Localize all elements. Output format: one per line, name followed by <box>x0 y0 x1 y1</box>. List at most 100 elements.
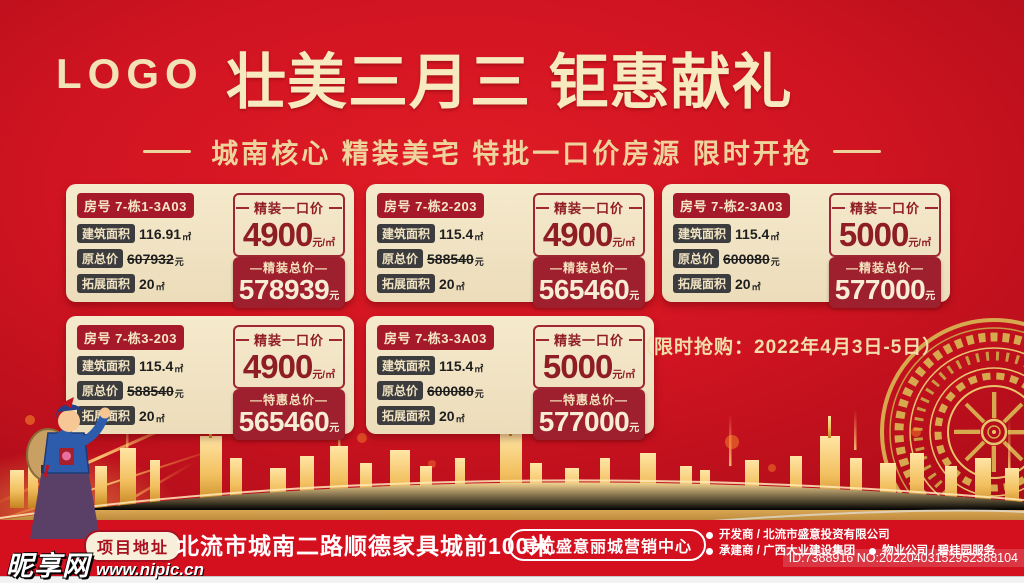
orig-price-row: 原总价 600080 元 <box>377 381 527 400</box>
property-text: 物业公司 / 碧桂园服务 <box>882 545 996 557</box>
expand-area-unit: ㎡ <box>455 282 465 292</box>
expand-area-value: 20 <box>139 407 155 424</box>
card-pricing: 精装一口价 4900元/㎡ —精装总价— 565460元 <box>533 193 645 308</box>
total-price-value: 577000 <box>538 406 630 437</box>
builder-property-row: 承建商 / 广西大业建设集团 物业公司 / 碧桂园服务 <box>706 544 995 558</box>
unit-price-title: 精装一口价 <box>535 198 643 217</box>
orig-price-row: 原总价 588540 元 <box>377 249 527 268</box>
price-card: 房号 7-栋2-203 建筑面积 115.4 ㎡ 原总价 588540 元 拓展… <box>366 184 654 308</box>
subtitle-left-line <box>143 150 192 153</box>
expand-area-value: 20 <box>439 407 455 424</box>
address-text: 北流市城南二路顺德家具城前100米 <box>176 533 554 559</box>
expand-area-row: 拓展面积 20 ㎡ <box>77 274 227 293</box>
expand-area-unit: ㎡ <box>455 414 465 424</box>
card-specs: 房号 7-栋1-3A03 建筑面积 116.91 ㎡ 原总价 607932 元 … <box>77 193 227 293</box>
unit-price-box: 精装一口价 4900元/㎡ <box>533 193 645 257</box>
unit-price-unit: 元/㎡ <box>312 370 336 381</box>
unit-price-unit: 元/㎡ <box>312 238 336 249</box>
orig-price-value: 600080 <box>427 382 474 399</box>
unit-price-title: 精装一口价 <box>535 330 643 349</box>
price-card: 房号 7-栋1-3A03 建筑面积 116.91 ㎡ 原总价 607932 元 … <box>66 184 354 308</box>
expand-area-label: 拓展面积 <box>77 274 136 293</box>
site-brand-logo: 昵享网 <box>6 551 90 581</box>
unit-price-box: 精装一口价 4900元/㎡ <box>233 193 345 257</box>
limited-time-note: （限时抢购：2022年4月3日-5日） <box>634 337 943 358</box>
logo-text: LOGO <box>56 50 204 97</box>
expand-area-row: 拓展面积 20 ㎡ <box>673 274 823 293</box>
area-row: 建筑面积 115.4 ㎡ <box>77 356 227 375</box>
total-price-unit: 元 <box>629 423 640 434</box>
expand-area-value: 20 <box>139 275 155 292</box>
orig-price-value: 588540 <box>427 250 474 267</box>
total-price-unit: 元 <box>925 291 936 302</box>
orig-price-unit: 元 <box>474 257 484 267</box>
orig-price-unit: 元 <box>174 389 184 399</box>
card-specs: 房号 7-栋3-3A03 建筑面积 115.4 ㎡ 原总价 600080 元 拓… <box>377 325 527 425</box>
area-label: 建筑面积 <box>77 356 136 375</box>
area-row: 建筑面积 115.4 ㎡ <box>673 224 823 243</box>
unit-price-unit: 元/㎡ <box>908 238 932 249</box>
expand-area-unit: ㎡ <box>751 282 761 292</box>
total-price-title: —特惠总价— <box>249 393 328 407</box>
address-label-badge: 项目地址 <box>84 530 183 562</box>
unit-price-value: 5000 <box>838 216 909 253</box>
area-unit: ㎡ <box>770 232 780 242</box>
orig-price-row: 原总价 607932 元 <box>77 249 227 268</box>
orig-price-value: 588540 <box>127 382 174 399</box>
total-price-box: —精装总价— 565460元 <box>533 257 645 308</box>
expand-area-row: 拓展面积 20 ㎡ <box>377 274 527 293</box>
orig-price-value: 600080 <box>723 250 770 267</box>
site-url: www.nipic.cn <box>96 560 204 579</box>
unit-price-box: 精装一口价 5000元/㎡ <box>829 193 941 257</box>
site-watermark: 昵享网 www.nipic.cn <box>6 544 204 583</box>
poster-subtitle: 城南核心 精装美宅 特批一口价房源 限时开抢 <box>211 139 813 169</box>
room-number-badge: 房号 7-栋3-203 <box>77 325 184 350</box>
card-specs: 房号 7-栋3-203 建筑面积 115.4 ㎡ 原总价 588540 元 拓展… <box>77 325 227 425</box>
total-price-box: —精装总价— 578939元 <box>233 257 345 308</box>
total-price-value: 565460 <box>238 406 330 437</box>
area-row: 建筑面积 115.4 ㎡ <box>377 224 527 243</box>
area-value: 116.91 <box>139 225 182 242</box>
builder-text: 承建商 / 广西大业建设集团 <box>719 545 856 557</box>
unit-price-title: 精装一口价 <box>235 198 343 217</box>
total-price-value: 565460 <box>538 274 630 305</box>
orig-price-row: 原总价 588540 元 <box>77 381 227 400</box>
orig-price-unit: 元 <box>474 389 484 399</box>
room-number-badge: 房号 7-栋2-3A03 <box>673 193 790 218</box>
expand-area-label: 拓展面积 <box>673 274 732 293</box>
developer-text: 开发商 / 北流市盛意投资有限公司 <box>719 529 890 541</box>
orig-price-label: 原总价 <box>377 249 424 268</box>
subtitle-row: 城南核心 精装美宅 特批一口价房源 限时开抢 <box>0 132 1024 171</box>
total-price-title: —特惠总价— <box>549 393 628 407</box>
bronze-drum-icon <box>880 318 1024 546</box>
unit-price-value: 5000 <box>542 348 613 385</box>
area-label: 建筑面积 <box>377 356 436 375</box>
area-label: 建筑面积 <box>77 224 136 243</box>
card-specs: 房号 7-栋2-3A03 建筑面积 115.4 ㎡ 原总价 600080 元 拓… <box>673 193 823 293</box>
area-label: 建筑面积 <box>673 224 732 243</box>
expand-area-unit: ㎡ <box>155 414 165 424</box>
unit-price-value: 4900 <box>242 348 313 385</box>
orig-price-unit: 元 <box>174 257 184 267</box>
room-number-badge: 房号 7-栋1-3A03 <box>77 193 194 218</box>
total-price-title: —精装总价— <box>549 261 628 275</box>
unit-price-unit: 元/㎡ <box>612 370 636 381</box>
unit-price-unit: 元/㎡ <box>612 238 636 249</box>
unit-price-value: 4900 <box>242 216 313 253</box>
orig-price-label: 原总价 <box>673 249 720 268</box>
total-price-unit: 元 <box>329 423 340 434</box>
unit-price-value: 4900 <box>542 216 613 253</box>
company-info-block: 开发商 / 北流市盛意投资有限公司 承建商 / 广西大业建设集团 物业公司 / … <box>706 528 995 560</box>
nav-destination-capsule: 导航盛意丽城营销中心 <box>508 529 707 561</box>
orig-price-row: 原总价 600080 元 <box>673 249 823 268</box>
room-number-badge: 房号 7-栋2-203 <box>377 193 484 218</box>
poster-title: 壮美三月三 钜惠献礼 <box>226 49 793 116</box>
zhuang-woman-illustration <box>26 397 111 539</box>
total-price-unit: 元 <box>329 291 340 302</box>
expand-area-label: 拓展面积 <box>377 406 436 425</box>
developer-row: 开发商 / 北流市盛意投资有限公司 <box>706 528 995 542</box>
bullet-icon <box>706 547 713 555</box>
area-unit: ㎡ <box>174 364 184 374</box>
total-price-box: —特惠总价— 577000元 <box>533 389 645 440</box>
